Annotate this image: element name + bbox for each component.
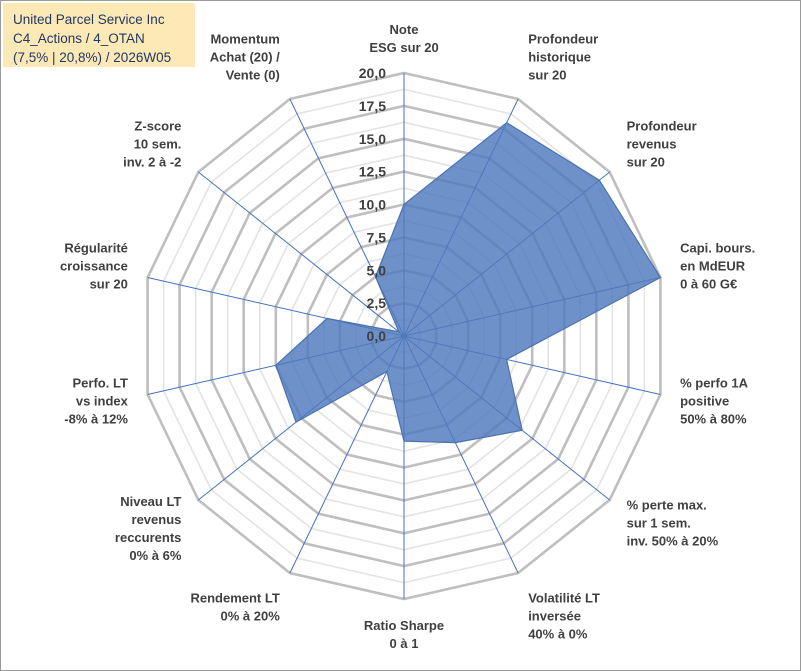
axis-category-label: % perte max. sur 1 sem. inv. 50% à 20% bbox=[627, 498, 719, 549]
axis-category-label: Ratio Sharpe 0 à 1 bbox=[364, 618, 444, 651]
axis-tick-label: 12,5 bbox=[359, 164, 386, 180]
axis-category-label: Z-score 10 sem. inv. 2 à -2 bbox=[123, 119, 181, 170]
axis-category-label: Perfo. LT vs index -8% à 12% bbox=[64, 376, 128, 427]
axis-category-label: Capi. bours. en MdEUR 0 à 60 G€ bbox=[680, 240, 755, 291]
axis-category-label: Rendement LT 0% à 20% bbox=[190, 591, 280, 624]
axis-tick-label: 10,0 bbox=[359, 197, 386, 213]
axis-category-label: Profondeur historique sur 20 bbox=[528, 31, 598, 82]
company-name: United Parcel Service Inc bbox=[13, 12, 165, 27]
axis-spoke bbox=[198, 171, 405, 337]
axis-category-label: Volatilité LT inversée 40% à 0% bbox=[528, 591, 600, 642]
axis-tick-label: 20,0 bbox=[359, 65, 386, 81]
axis-tick-label: 7,5 bbox=[367, 229, 387, 245]
chart-title-box: United Parcel Service Inc C4_Actions / 4… bbox=[3, 3, 195, 67]
axis-tick-label: 15,0 bbox=[359, 131, 386, 147]
chart-detail: (7,5% | 20,8%) / 2026W05 bbox=[13, 50, 172, 65]
axis-category-label: Régularité croissance sur 20 bbox=[60, 240, 128, 291]
axis-tick-label: 17,5 bbox=[359, 98, 386, 114]
chart-category: C4_Actions / 4_OTAN bbox=[13, 31, 145, 46]
axis-category-label: % perfo 1A positive 50% à 80% bbox=[680, 376, 749, 427]
axis-tick-label: 5,0 bbox=[367, 262, 387, 278]
axis-category-label: Momentum Achat (20) / Vente (0) bbox=[210, 31, 280, 82]
axis-tick-label: 2,5 bbox=[367, 295, 387, 311]
axis-spoke bbox=[289, 335, 405, 574]
axis-category-label: Note ESG sur 20 bbox=[369, 22, 438, 55]
data-series-area bbox=[275, 121, 662, 444]
axis-tick-label: 0,0 bbox=[367, 328, 387, 344]
axis-category-label: Profondeur revenus sur 20 bbox=[627, 119, 697, 170]
axis-category-label: Niveau LT revenus reccurents 0% à 6% bbox=[115, 494, 182, 563]
